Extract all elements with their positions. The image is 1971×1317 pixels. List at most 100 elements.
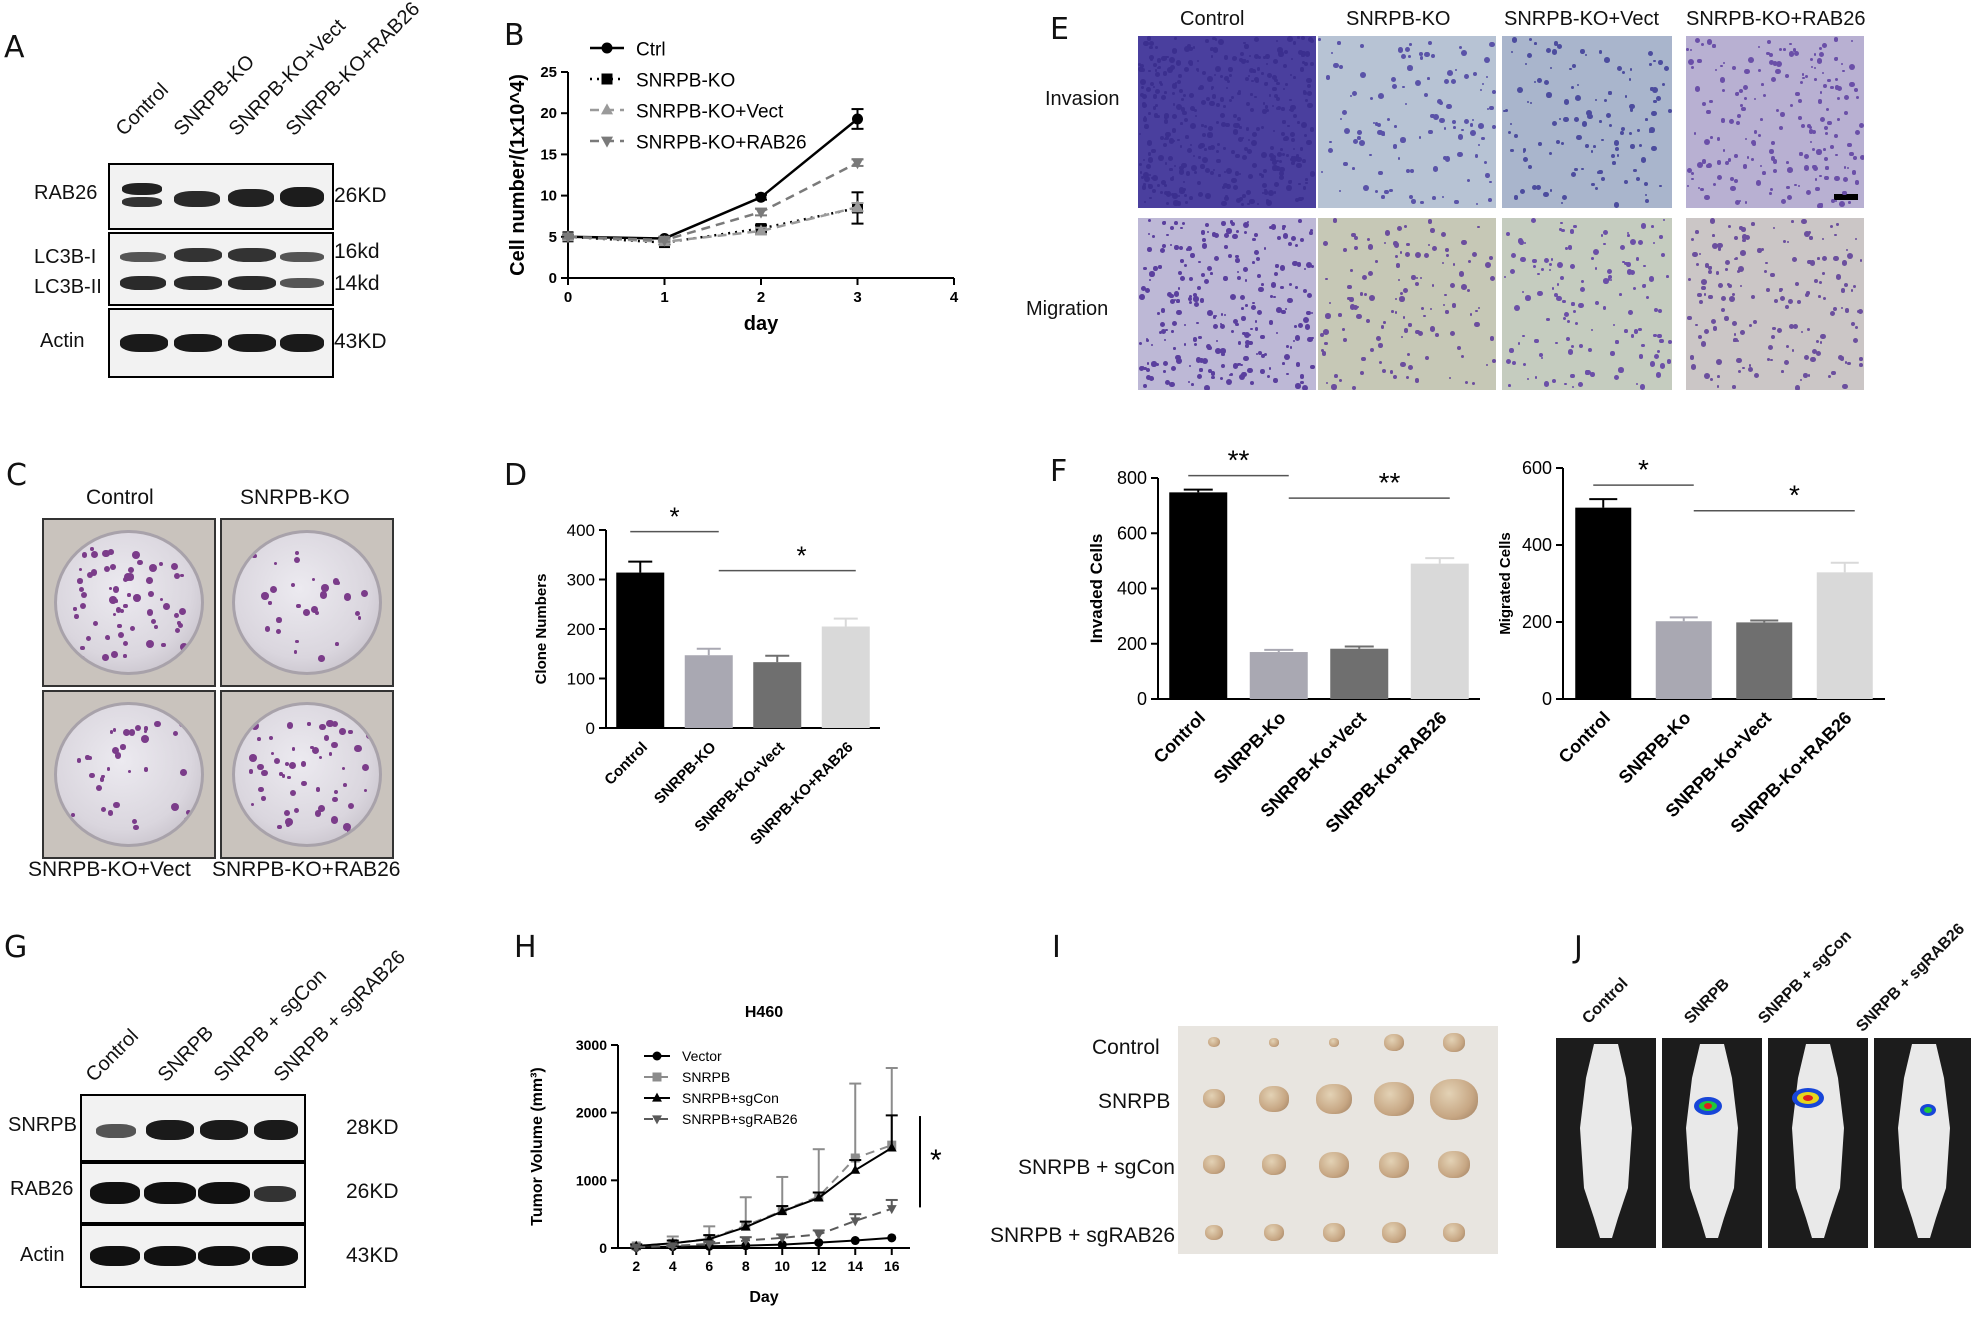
stained-cell — [1143, 115, 1147, 119]
y-tick-label: 3000 — [576, 1037, 607, 1053]
stained-cell — [1635, 257, 1640, 261]
stained-cell — [1246, 202, 1250, 206]
colony — [85, 635, 92, 642]
stained-cell — [1689, 49, 1692, 52]
stained-cell — [1823, 83, 1828, 88]
stained-cell — [1485, 173, 1490, 178]
stained-cell — [1442, 155, 1447, 160]
stained-cell — [1816, 340, 1820, 344]
colony — [284, 762, 289, 767]
stained-cell — [1809, 356, 1816, 363]
stained-cell — [1247, 149, 1253, 155]
stained-cell — [1604, 98, 1608, 102]
colony — [334, 789, 339, 795]
colony — [318, 755, 323, 760]
stained-cell — [1630, 144, 1635, 149]
stained-cell — [1737, 114, 1742, 119]
stained-cell — [1193, 292, 1198, 297]
stained-cell — [1712, 183, 1717, 187]
stained-cell — [1430, 228, 1435, 233]
mw-label: 14kd — [334, 272, 380, 295]
stained-cell — [1490, 336, 1495, 341]
stained-cell — [1537, 273, 1540, 276]
stained-cell — [1285, 185, 1292, 192]
stained-cell — [1633, 328, 1639, 334]
colony — [326, 719, 334, 728]
row-label: Invasion — [1045, 88, 1120, 110]
stained-cell — [1833, 255, 1839, 261]
stained-cell — [1172, 193, 1178, 198]
stained-cell — [1320, 348, 1324, 352]
colony — [173, 730, 179, 737]
colony — [258, 786, 264, 793]
stained-cell — [1769, 188, 1773, 192]
stained-cell — [1656, 95, 1661, 101]
tumor — [1379, 1152, 1409, 1178]
colony — [185, 646, 191, 652]
x-category-label: SNRPB-Ko — [1210, 708, 1290, 788]
stained-cell — [1165, 131, 1172, 138]
stained-cell — [1300, 380, 1304, 385]
stained-cell — [1322, 351, 1327, 356]
stained-cell — [1842, 190, 1847, 196]
stained-cell — [1290, 73, 1293, 76]
colony — [332, 577, 340, 585]
stained-cell — [1791, 349, 1795, 352]
stained-cell — [1139, 171, 1143, 174]
stained-cell — [1824, 175, 1830, 181]
stained-cell — [1595, 187, 1599, 191]
stained-cell — [1193, 171, 1197, 175]
x-axis-label: day — [744, 313, 779, 335]
stained-cell — [1276, 106, 1281, 111]
stained-cell — [1210, 375, 1215, 380]
stained-cell — [1840, 306, 1844, 310]
colony — [291, 747, 296, 751]
stained-cell — [1401, 54, 1407, 60]
stained-cell — [1613, 324, 1616, 327]
stained-cell — [1197, 285, 1202, 290]
tumor — [1438, 1151, 1470, 1179]
stained-cell — [1176, 309, 1182, 316]
panel-label-c: C — [6, 458, 27, 493]
stained-cell — [1614, 374, 1620, 380]
stained-cell — [1619, 292, 1623, 296]
stained-cell — [1236, 275, 1241, 280]
stained-cell — [1435, 332, 1439, 337]
invasion-image-snrpb-ko — [1318, 36, 1496, 208]
stained-cell — [1142, 93, 1148, 99]
tumor — [1382, 1222, 1406, 1243]
stained-cell — [1750, 139, 1756, 145]
stained-cell — [1622, 260, 1626, 264]
data-point — [652, 1072, 662, 1082]
stained-cell — [1199, 298, 1204, 303]
stained-cell — [1840, 62, 1844, 66]
colony — [348, 729, 354, 735]
tumor-photo — [1178, 1026, 1498, 1254]
stained-cell — [1174, 81, 1178, 84]
stained-cell — [1559, 228, 1562, 231]
x-tick-label: 8 — [742, 1258, 750, 1274]
stained-cell — [1237, 116, 1242, 121]
colony — [347, 802, 355, 810]
stained-cell — [1276, 331, 1279, 334]
stained-cell — [1148, 152, 1152, 156]
stained-cell — [1615, 340, 1619, 344]
stained-cell — [1639, 384, 1646, 390]
stained-cell — [1816, 58, 1823, 64]
colony — [301, 780, 307, 787]
stained-cell — [1712, 234, 1716, 237]
stained-cell — [1720, 65, 1723, 68]
stained-cell — [1272, 165, 1278, 171]
stained-cell — [1553, 293, 1558, 298]
stained-cell — [1701, 285, 1707, 291]
stained-cell — [1156, 114, 1161, 119]
bar — [1575, 507, 1632, 699]
stained-cell — [1558, 263, 1561, 267]
tumor — [1443, 1033, 1465, 1052]
stained-cell — [1789, 42, 1792, 45]
colony — [284, 817, 293, 826]
significance-star: * — [1789, 480, 1800, 511]
stained-cell — [1458, 45, 1463, 50]
stained-cell — [1423, 314, 1426, 318]
